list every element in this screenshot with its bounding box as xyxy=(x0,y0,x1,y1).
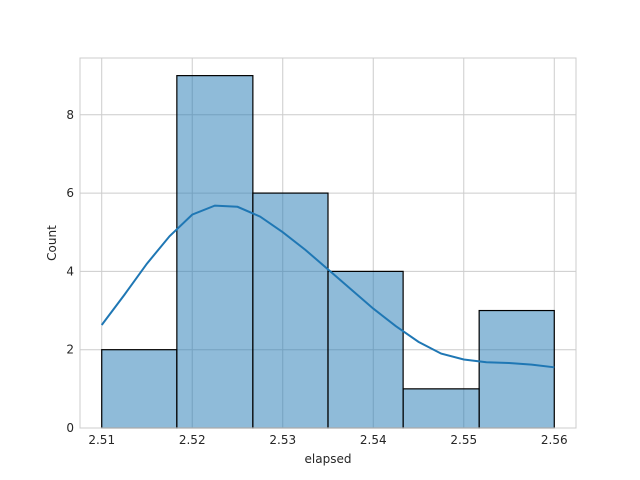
x-tick-label: 2.56 xyxy=(541,433,568,447)
plot-frame xyxy=(79,57,577,429)
y-tick-label: 8 xyxy=(66,108,74,122)
x-tick-label: 2.55 xyxy=(450,433,477,447)
x-tick-label: 2.52 xyxy=(179,433,206,447)
histogram-bars xyxy=(101,75,555,429)
histogram-bar xyxy=(176,75,254,429)
x-tick-label: 2.54 xyxy=(360,433,387,447)
y-tick-label: 4 xyxy=(66,264,74,278)
histogram-bar xyxy=(101,349,178,429)
y-tick-labels: 0 2 4 6 8 xyxy=(66,108,74,435)
histogram-bar xyxy=(402,388,480,429)
histogram-bar xyxy=(478,309,555,429)
kde-curve xyxy=(100,204,555,369)
y-axis-label: Count xyxy=(45,225,59,261)
y-tick-label: 6 xyxy=(66,186,74,200)
y-tick-label: 2 xyxy=(66,343,74,357)
histogram-bar xyxy=(327,270,404,429)
histogram-bar xyxy=(252,192,329,429)
x-tick-label: 2.53 xyxy=(269,433,296,447)
y-tick-label: 0 xyxy=(66,421,74,435)
x-axis-label: elapsed xyxy=(305,452,352,466)
x-tick-labels: 2.51 2.52 2.53 2.54 2.55 2.56 xyxy=(88,433,567,447)
x-tick-label: 2.51 xyxy=(88,433,115,447)
